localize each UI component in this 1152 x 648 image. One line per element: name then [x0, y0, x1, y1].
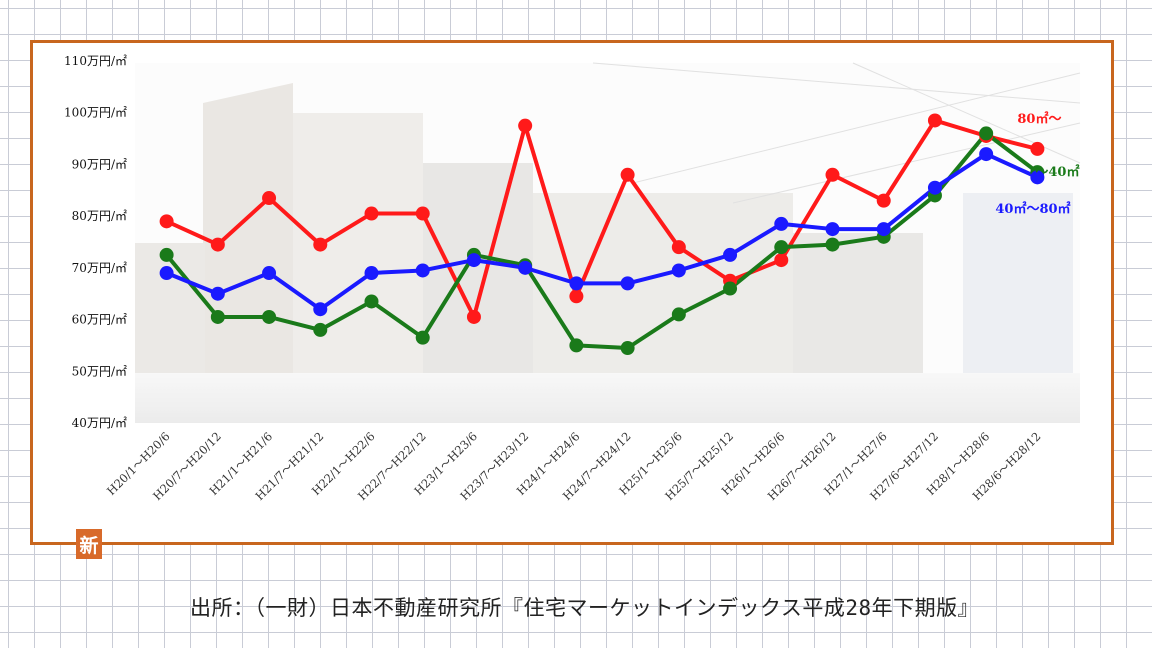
series-line-0: [165, 118, 1038, 319]
data-point: [1030, 170, 1045, 185]
data-point: [979, 126, 994, 141]
data-point: [210, 237, 225, 252]
data-point: [569, 338, 584, 353]
data-point: [671, 307, 686, 322]
data-point: [364, 206, 379, 221]
data-point: [313, 237, 328, 252]
data-point: [671, 240, 686, 255]
y-tick-label: 80万円/㎡: [72, 209, 127, 223]
data-point: [313, 302, 328, 317]
data-point: [774, 240, 789, 255]
chart-frame: 40万円/㎡ 50万円/㎡ 60万円/㎡ 70万円/㎡ 80万円/㎡ 90万円/㎡ 100万…: [30, 40, 1114, 559]
data-point: [569, 289, 584, 304]
data-point: [210, 309, 225, 324]
data-point: [825, 167, 840, 182]
data-point: [620, 276, 635, 291]
y-tick-label: 100万円/㎡: [64, 106, 127, 120]
data-point: [364, 294, 379, 309]
data-point: [927, 113, 942, 128]
data-point: [518, 260, 533, 275]
data-point: [466, 253, 481, 268]
data-point: [979, 147, 994, 162]
data-point: [262, 309, 277, 324]
data-point: [927, 180, 942, 195]
data-point: [620, 167, 635, 182]
data-point: [876, 193, 891, 208]
data-point: [671, 263, 686, 278]
series-label: ～40㎡: [1035, 164, 1079, 180]
data-point: [313, 322, 328, 337]
source-caption: 出所：（一財）日本不動産研究所『住宅マーケットインデックス平成28年下期版』: [190, 596, 980, 620]
data-point: [774, 216, 789, 231]
data-point: [774, 253, 789, 268]
data-point: [569, 276, 584, 291]
data-point: [1030, 141, 1045, 156]
series-label: 40㎡～80㎡: [995, 201, 1070, 217]
data-point: [159, 214, 174, 229]
data-point: [825, 237, 840, 252]
y-tick-label: 60万円/㎡: [72, 313, 127, 327]
y-tick-label: 110万円/㎡: [64, 54, 127, 68]
data-point: [415, 330, 430, 345]
data-point: [620, 341, 635, 356]
data-point: [364, 266, 379, 281]
logo-badge: 新: [76, 529, 102, 559]
data-point: [415, 263, 430, 278]
data-point: [262, 191, 277, 206]
data-point: [825, 222, 840, 237]
data-point: [262, 266, 277, 281]
line-chart: 40万円/㎡ 50万円/㎡ 60万円/㎡ 70万円/㎡ 80万円/㎡ 90万円/㎡ 100万…: [64, 54, 1081, 503]
data-point: [518, 118, 533, 133]
y-tick-label: 90万円/㎡: [72, 157, 127, 171]
y-tick-label: 70万円/㎡: [72, 261, 127, 275]
data-point: [159, 266, 174, 281]
data-point: [723, 247, 738, 262]
data-point: [415, 206, 430, 221]
data-point: [876, 222, 891, 237]
data-point: [210, 286, 225, 301]
series-line-2: [165, 152, 1039, 312]
y-tick-label: 50万円/㎡: [72, 364, 127, 378]
data-point: [159, 247, 174, 262]
series-label: 80㎡～: [1017, 111, 1061, 127]
series-line-1: [165, 131, 1039, 351]
y-tick-label: 40万円/㎡: [72, 416, 127, 430]
data-point: [466, 309, 481, 324]
data-point: [723, 281, 738, 296]
